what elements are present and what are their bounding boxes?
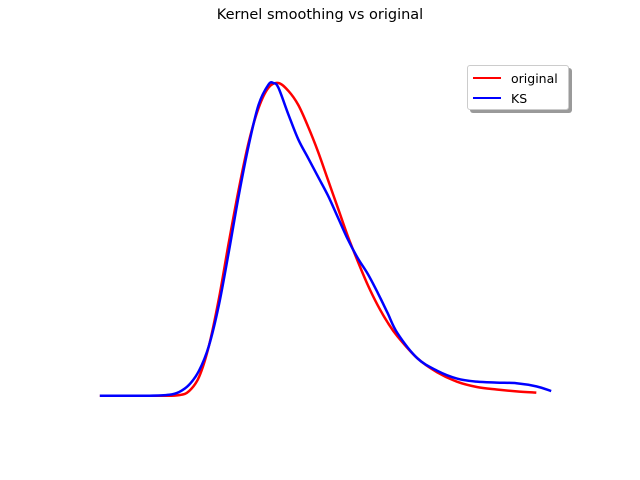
series-line-ks xyxy=(99,81,552,398)
chart-title: Kernel smoothing vs original xyxy=(216,7,424,23)
legend-entry-ks: KS xyxy=(473,89,527,107)
legend: original KS xyxy=(467,65,569,110)
legend-entry-original: original xyxy=(473,69,558,87)
legend-swatch-original xyxy=(473,77,501,79)
series-line-original xyxy=(99,81,537,398)
legend-label-ks: KS xyxy=(511,90,528,106)
legend-swatch-ks xyxy=(473,97,501,99)
legend-label-original: original xyxy=(511,70,558,86)
